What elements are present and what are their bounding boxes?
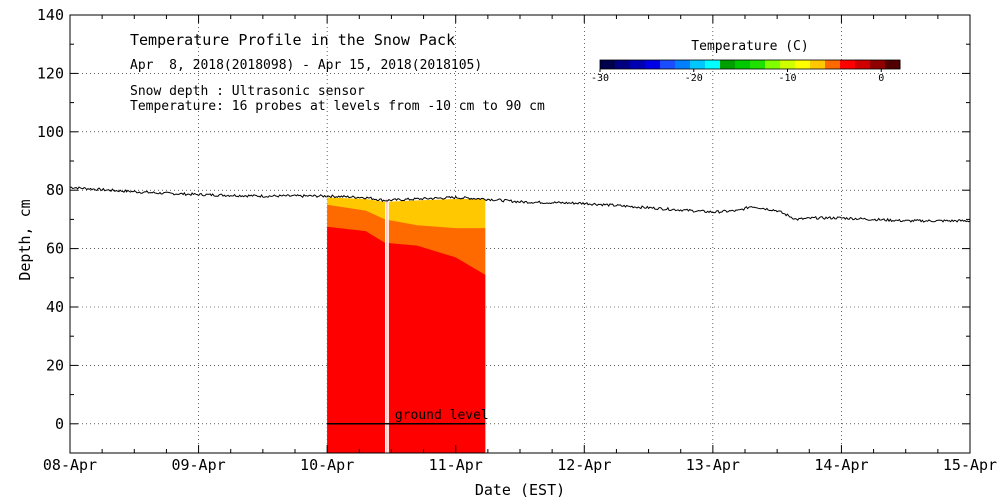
colorbar-swatch [750,60,766,69]
colorbar-swatch [675,60,691,69]
colorbar-swatch [705,60,721,69]
grid-lines [70,14,970,453]
y-axis-label: Depth, cm [16,199,34,280]
sensor-note: Snow depth : Ultrasonic sensor [130,84,365,99]
ground-level-label: ground level [395,408,489,423]
x-axis-label: Date (EST) [475,481,565,499]
colorbar-swatch [600,60,616,69]
y-tick-label: 80 [46,181,64,199]
colorbar-swatch [870,60,886,69]
colorbar-swatch [825,60,841,69]
colorbar-title: Temperature (C) [691,39,808,54]
y-tick-label: 20 [46,356,64,374]
colorbar-swatch [855,60,871,69]
y-tick-label: 40 [46,298,64,316]
colorbar-tick-label: 0 [878,73,884,84]
colorbar-swatch [630,60,646,69]
data-gap [385,198,389,453]
colorbar-swatch [735,60,751,69]
x-tick-label: 14-Apr [814,456,868,474]
snow-depth-line [69,186,971,223]
colorbar-swatch [765,60,781,69]
colorbar: -30 -20 -10 0 [591,59,901,84]
y-tick-label: 140 [37,6,64,24]
colorbar-tick-label: -10 [778,73,796,84]
colorbar-swatch [795,60,811,69]
x-tick-label: 12-Apr [557,456,611,474]
colorbar-tick-label: -20 [685,73,703,84]
plot-frame [69,14,971,454]
x-tick-label: 10-Apr [300,456,354,474]
colorbar-swatch [615,60,631,69]
colorbar-swatch [780,60,796,69]
colorbar-swatch [690,60,706,69]
colorbar-swatch [810,60,826,69]
x-axis: 08-Apr 09-Apr 10-Apr 11-Apr 12-Apr 13-Apr 14-A… [43,15,997,474]
temperature-layers [327,197,486,453]
chart-subtitle: Apr 8, 2018(2018098) - Apr 15, 2018(2018… [130,58,482,73]
y-tick-label: 120 [37,64,64,82]
chart-title: Temperature Profile in the Snow Pack [130,31,455,49]
probe-note: Temperature: 16 probes at levels from -1… [130,99,545,114]
colorbar-swatch [660,60,676,69]
y-tick-label: 100 [37,123,64,141]
y-tick-label: 60 [46,240,64,258]
x-tick-label: 15-Apr [943,456,997,474]
x-tick-label: 09-Apr [171,456,225,474]
colorbar-swatch [885,60,901,69]
x-tick-label: 11-Apr [429,456,483,474]
x-tick-label: 08-Apr [43,456,97,474]
y-axis: 0 20 40 60 80 100 120 140 [37,6,970,454]
colorbar-swatch [840,60,856,69]
colorbar-swatch [720,60,736,69]
colorbar-swatch [645,60,661,69]
y-tick-label: 0 [55,415,64,433]
colorbar-tick-label: -30 [591,73,609,84]
x-tick-label: 13-Apr [686,456,740,474]
temperature-layer [327,226,486,453]
colorbar-border [599,59,901,70]
